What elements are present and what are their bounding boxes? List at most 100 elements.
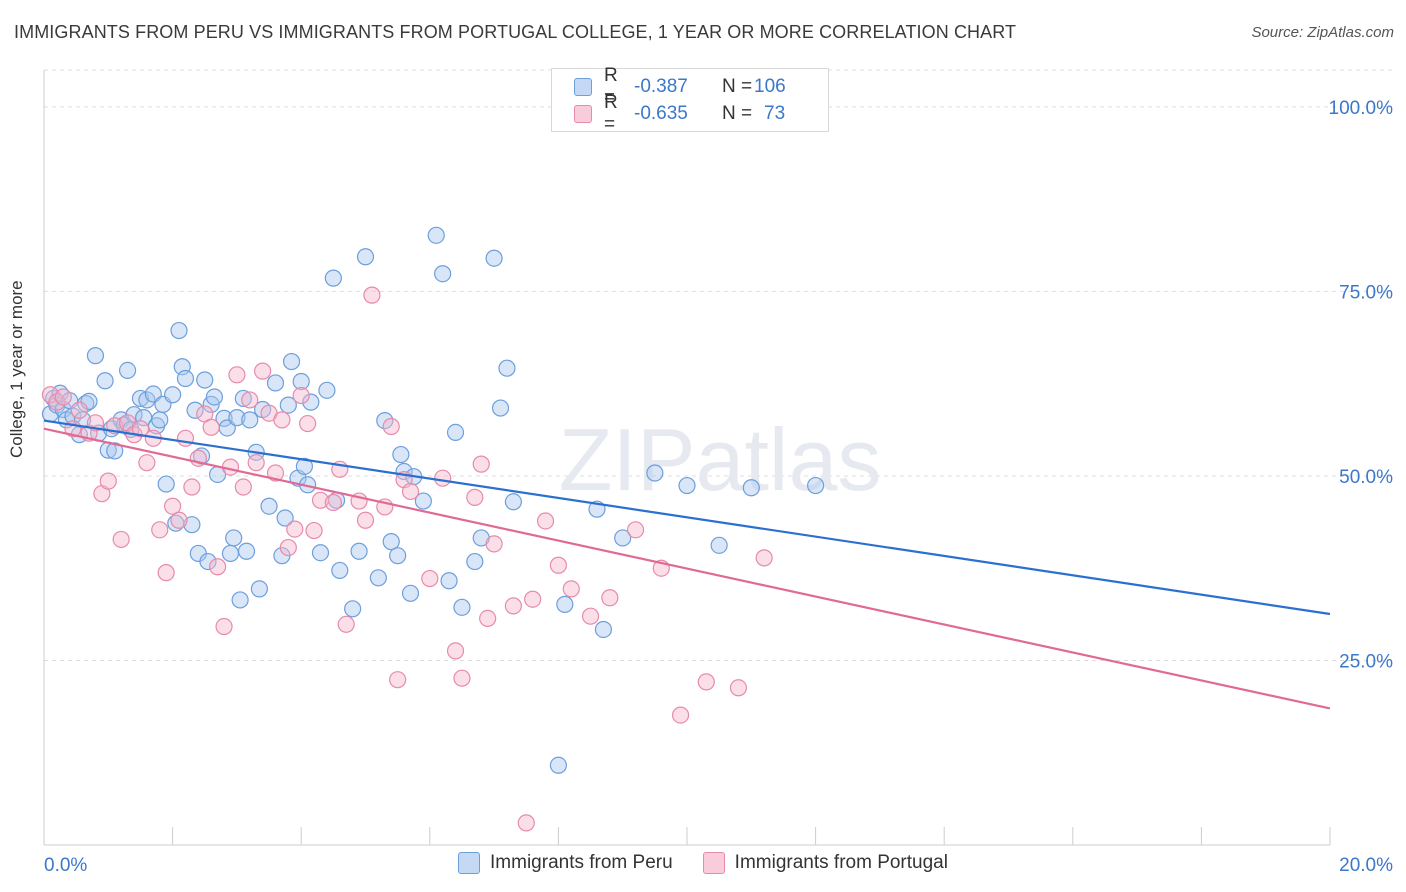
data-point-peru — [392, 445, 410, 464]
data-point-portugal — [202, 418, 220, 436]
data-point-peru — [485, 249, 503, 267]
axes — [43, 70, 1331, 846]
watermark: ZIPatlas — [559, 410, 882, 509]
data-point-portugal — [421, 569, 439, 588]
legend-n-value: 106 — [754, 76, 786, 97]
data-point-peru — [549, 756, 568, 774]
data-point-portugal — [626, 521, 645, 539]
data-point-portugal — [228, 366, 246, 384]
y-tick-label: 100.0% — [1329, 98, 1394, 119]
data-point-portugal — [524, 590, 542, 608]
data-point-peru — [228, 409, 246, 427]
data-point-portugal — [170, 511, 188, 529]
data-point-portugal — [466, 488, 484, 506]
data-point-peru — [176, 369, 195, 388]
data-point-peru — [118, 361, 137, 380]
data-point-peru — [86, 347, 105, 365]
data-point-peru — [205, 388, 223, 406]
data-point-portugal — [299, 414, 317, 433]
data-point-peru — [231, 591, 249, 609]
data-point-peru — [186, 401, 204, 419]
gridlines — [44, 69, 1392, 661]
data-point-portugal — [363, 286, 381, 304]
data-point-portugal — [54, 388, 72, 406]
data-point-peru — [96, 372, 114, 390]
data-point-portugal — [517, 814, 535, 832]
data-point-portugal — [356, 511, 375, 529]
data-point-peru — [250, 580, 269, 598]
legend-n-label: N = — [722, 103, 753, 124]
data-point-peru — [279, 396, 297, 414]
data-point-peru — [350, 542, 368, 560]
x-tick-label: 20.0% — [1339, 855, 1393, 876]
data-point-peru — [292, 372, 310, 391]
data-point-peru — [491, 399, 510, 417]
data-point-peru — [453, 598, 471, 616]
legend-label-peru: Immigrants from Peru — [490, 852, 673, 873]
legend-r-label: R = — [604, 92, 618, 135]
data-point-peru — [556, 595, 574, 613]
data-point-portugal — [311, 491, 330, 509]
trend-lines — [43, 419, 1331, 710]
data-point-peru — [302, 393, 320, 411]
data-point-peru — [106, 442, 124, 460]
data-point-portugal — [472, 455, 490, 473]
legend-swatch-portugal — [702, 852, 725, 874]
legend: R = -0.387 N = 106 R = -0.635 N = 73 — [551, 65, 829, 135]
data-point-peru — [446, 423, 465, 442]
data-point-peru — [614, 529, 632, 547]
data-point-peru — [234, 389, 252, 408]
legend-n-label: N = — [722, 76, 753, 97]
y-axis-label: College, 1 year or more — [7, 280, 26, 458]
data-point-portugal — [434, 469, 452, 487]
data-point-portugal — [337, 615, 355, 633]
data-point-portugal — [549, 556, 568, 574]
data-point-portugal — [286, 520, 304, 538]
data-point-peru — [742, 479, 760, 497]
data-point-portugal — [729, 679, 748, 697]
data-point-peru — [266, 374, 285, 392]
y-tick-label: 25.0% — [1339, 651, 1393, 672]
data-point-peru — [225, 529, 243, 547]
data-points — [41, 226, 825, 832]
data-point-portugal — [389, 671, 407, 689]
data-point-portugal — [209, 558, 227, 576]
data-point-peru — [131, 389, 150, 408]
y-tick-label: 75.0% — [1339, 282, 1393, 303]
legend-r-value: -0.635 — [634, 103, 688, 124]
data-point-peru — [440, 572, 458, 590]
data-point-peru — [331, 561, 349, 580]
series-legend: Immigrants from Peru Immigrants from Por… — [0, 852, 1406, 874]
data-point-portugal — [273, 411, 291, 429]
data-point-portugal — [755, 549, 773, 567]
data-point-portugal — [479, 609, 497, 628]
data-point-portugal — [183, 478, 201, 496]
data-point-portugal — [562, 580, 580, 598]
data-point-peru — [369, 569, 387, 587]
chart-title: IMMIGRANTS FROM PERU VS IMMIGRANTS FROM … — [14, 22, 1017, 42]
data-point-portugal — [697, 673, 715, 691]
data-point-peru — [276, 509, 294, 527]
data-point-portugal — [266, 464, 285, 482]
data-point-portugal — [241, 391, 259, 409]
data-point-portugal — [324, 493, 342, 512]
data-point-portugal — [215, 617, 233, 636]
trend-line-peru — [43, 419, 1331, 616]
source-label: Source: ZipAtlas.com — [1251, 24, 1394, 41]
data-point-peru — [466, 552, 484, 571]
data-point-peru — [389, 547, 407, 565]
data-point-portugal — [99, 472, 117, 490]
data-point-peru — [241, 411, 259, 429]
data-point-peru — [260, 497, 278, 515]
data-point-peru — [151, 411, 169, 429]
legend-r-value: -0.387 — [634, 76, 688, 97]
data-point-peru — [401, 584, 420, 602]
data-point-peru — [237, 542, 256, 560]
data-point-portugal — [292, 386, 310, 405]
data-point-portugal — [138, 454, 156, 472]
data-point-peru — [427, 226, 445, 244]
data-point-portugal — [151, 521, 169, 539]
data-point-portugal — [581, 607, 600, 625]
legend-row-peru: R = -0.387 N = 106 — [574, 65, 786, 108]
